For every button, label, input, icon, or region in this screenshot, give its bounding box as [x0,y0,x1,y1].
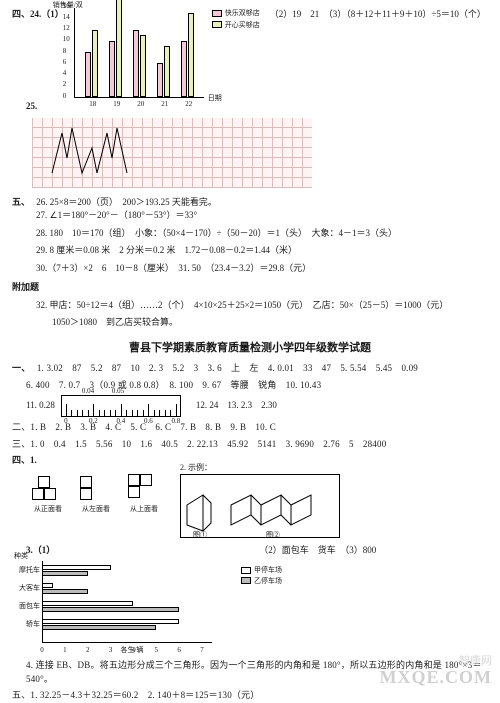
p2-q3-side: （2）面包车 货车 （3）800 [259,544,376,558]
ruler: 0.04 0.05 00.20.40.60.8 [61,395,181,417]
hbar-swatch-1 [241,567,251,574]
sec5-l30: 30.（7＋3）×2 6 10－8（厘米） 31. 50 （23.4－3.2）＝… [36,262,488,276]
p2-s1-l3-row: 11. 0.28 0.04 0.05 00.20.40.60.8 12. 24 … [26,395,488,417]
legend-swatch-2 [212,21,222,28]
section5: 五、 26. 25×8＝200（页） 200＞193.25 天能看完。 [12,196,488,210]
sec5-l27: 27. ∠1＝180°－20°－（180°－53°）＝33° [36,209,488,223]
hbar-ylabel: 种类 [14,551,28,562]
p2-s3: 三、1. 0 0.4 1.5 5.56 10 1.6 40.5 2. 22.13… [12,438,488,452]
svg-text:图②: 图② [266,531,280,539]
bonus-title: 附加题 [12,281,488,295]
p2-s1-l3b: 12. 24 13. 2.3 2.30 [187,399,277,413]
q25-wave-svg [32,118,312,188]
p2-s1-l1: 1. 3.02 87 5.2 87 10 2. 3 5.2 3 3. 6 上 左… [37,363,418,373]
hbar-legend-2: 乙停车场 [241,576,282,587]
example-box: 图① 图② [180,474,340,538]
p2-s4-content: 从正面看从左面看从上面看 2. 示例： 图① 图② [12,470,488,538]
hbar-legend: 甲停车场 乙停车场 [241,565,282,586]
example-wrapper: 2. 示例： 图① 图② [180,474,340,538]
p2-s1-label: 一、 [12,363,30,373]
q24-legend: 快乐双够店 开心买够店 [212,8,260,98]
p2-s2: 二、1. B 2. B 3. B 4. C 5. C 6. C 7. B 8. … [12,421,488,435]
svg-text:图①: 图① [193,531,207,539]
p2-s1-l3a: 11. 0.28 [26,399,55,413]
ortho-views: 从正面看从左面看从上面看 [32,474,160,515]
hbar-legend-label-2: 乙停车场 [254,576,282,587]
legend-item-1: 快乐双够店 [212,8,260,19]
q24-xlabel: 日期 [208,93,222,104]
hbar-swatch-2 [241,577,251,584]
p2-q3-row: 3.（1） （2）面包车 货车 （3）800 [12,544,488,558]
hbar-chart: 种类 甲停车场 乙停车场 各生/辆 摩托车大客车面包车轿车01234567 [42,561,212,649]
hbar-axis [42,642,212,643]
q24-side-text: （2）19 21 （3）（8＋12＋11＋9＋10）÷5＝10（个） [270,8,486,22]
bonus-l32a: 32. 甲店：50÷12＝4（组）……2（个） 4×10×25＋25×2＝105… [36,299,488,313]
sec5-l28: 28. 180 10＝170（组） 小象：（50×4－170）÷（50－20）＝… [36,227,488,241]
ruler-top1: 0.04 [82,386,94,397]
hbar-legend-label-1: 甲停车场 [254,565,282,576]
sec5-label: 五、 [12,197,30,207]
legend-label-1: 快乐双够店 [225,8,260,19]
sec5-l29: 29. 8 厘米＝0.08 米 2 分米＝0.2 米 1.72－0.08－0.2… [36,244,488,258]
p2-s5: 五、1. 32.25－4.3＋32.25＝60.2 2. 140＋8＝125＝1… [12,689,488,703]
p2-s1-l2: 6. 400 7. 0.7 3（0.9 或 0.8 0.8） 8. 100 9.… [26,379,488,393]
p2-s4: 四、1. [12,454,488,468]
p2-s1: 一、 1. 3.02 87 5.2 87 10 2. 3 5.2 3 3. 6 … [12,362,488,376]
sec5-l26: 26. 25×8＝200（页） 200＞193.25 天能看完。 [36,197,217,207]
q24-bar-chart: 销售量/双 日期 0246810121416 1819202122 [74,8,204,98]
legend-label-2: 开心买够店 [225,20,260,31]
example-svg: 图① 图② [181,475,341,539]
hbar-legend-1: 甲停车场 [241,565,282,576]
legend-swatch-1 [212,10,222,17]
bonus-l32b: 1050＞1080 到乙店买较合算。 [52,316,488,330]
legend-item-2: 开心买够店 [212,20,260,31]
p2-q3-label: 3.（1） [26,544,55,558]
example-label: 2. 示例： [180,462,212,474]
watermark-main: MXQE.COM [380,664,492,691]
ruler-top2: 0.05 [112,386,124,397]
q25-row: 25. [12,100,488,114]
p2-s4-label: 四、1. [12,454,37,468]
q25-label: 25. [26,100,37,114]
paper2-title: 曹县下学期素质教育质量检测小学四年级数学试题 [12,340,488,357]
q24-row: 四、24.（1） 销售量/双 日期 0246810121416 18192021… [12,8,488,98]
q25-grid [32,118,312,188]
q24-chart-container: 销售量/双 日期 0246810121416 1819202122 快乐双够店 … [68,8,260,98]
